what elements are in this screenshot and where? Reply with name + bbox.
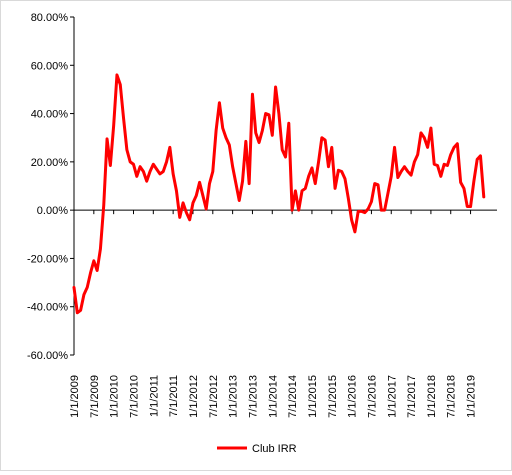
- x-tick-label: 1/1/2017: [386, 375, 398, 418]
- x-tick-label: 1/1/2012: [188, 375, 200, 418]
- x-tick-label: 1/1/2010: [109, 375, 121, 418]
- x-tick-label: 1/1/2016: [347, 375, 359, 418]
- x-tick-label: 7/1/2017: [406, 375, 418, 418]
- y-axis-ticks: 80.00% 60.00% 40.00% 20.00% 0.00% -20.00% -40.…: [27, 12, 74, 362]
- x-tick-label: 1/1/2009: [69, 375, 81, 418]
- x-tick-label: 7/1/2010: [128, 375, 140, 418]
- x-tick-label: 7/1/2014: [287, 375, 299, 418]
- x-tick-label: 7/1/2009: [89, 375, 101, 418]
- y-tick-label: 40.00%: [31, 109, 69, 121]
- x-tick-label: 7/1/2018: [446, 375, 458, 418]
- x-tick-label: 7/1/2015: [327, 375, 339, 418]
- x-tick-label: 7/1/2016: [366, 375, 378, 418]
- y-tick-label: 0.00%: [37, 205, 68, 217]
- y-tick-label: 20.00%: [31, 157, 69, 169]
- legend-label-club-irr: Club IRR: [252, 443, 297, 455]
- x-tick-label: 1/1/2018: [426, 375, 438, 418]
- x-tick-label: 1/1/2019: [466, 375, 478, 418]
- x-tick-label: 1/1/2014: [267, 375, 279, 418]
- x-axis-ticks: 1/1/2009 7/1/2009 1/1/2010 7/1/2010 1/1/2011…: [69, 209, 497, 418]
- y-tick-label: -20.00%: [27, 253, 68, 265]
- y-tick-label: -40.00%: [27, 302, 68, 314]
- series-line-club-irr: [72, 73, 486, 315]
- x-tick-label: 7/1/2012: [208, 375, 220, 418]
- x-tick-label: 1/1/2013: [228, 375, 240, 418]
- x-tick-label: 7/1/2011: [168, 375, 180, 417]
- y-tick-label: -60.00%: [27, 350, 68, 362]
- x-tick-label: 1/1/2015: [307, 375, 319, 418]
- y-tick-label: 60.00%: [31, 60, 69, 72]
- x-tick-label: 1/1/2011: [148, 375, 160, 417]
- legend: Club IRR: [217, 443, 297, 455]
- y-tick-label: 80.00%: [31, 12, 69, 24]
- x-tick-label: 7/1/2013: [247, 375, 259, 418]
